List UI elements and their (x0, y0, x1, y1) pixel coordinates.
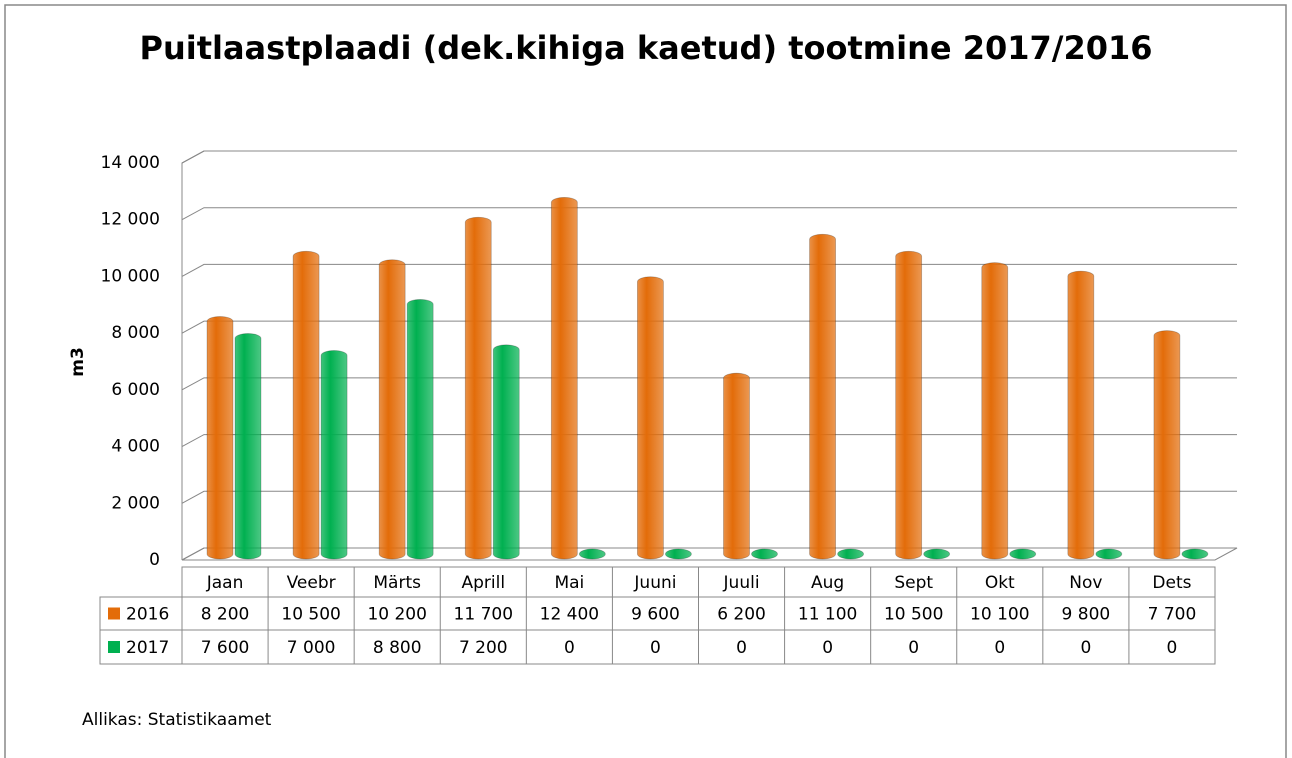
table-value: 0 (1167, 638, 1178, 658)
table-value: 10 100 (970, 605, 1029, 625)
grid-line (181, 547, 1237, 561)
x-tick-label: Märts (373, 573, 421, 593)
x-tick-label: Okt (985, 573, 1015, 593)
y-tick-label: 10 000 (101, 266, 160, 286)
bar (578, 548, 606, 560)
table-value: 7 700 (1148, 605, 1197, 625)
bar (320, 350, 348, 560)
x-tick-label: Mai (554, 573, 584, 593)
y-tick-label: 2 000 (111, 493, 160, 513)
table-value: 11 700 (454, 605, 513, 625)
bar (1067, 270, 1095, 560)
table-value: 0 (994, 638, 1005, 658)
bar (492, 344, 520, 560)
bar (292, 250, 320, 560)
table-value: 8 200 (201, 605, 250, 625)
bar (406, 299, 434, 560)
bar (1153, 330, 1181, 560)
legend-swatch (108, 607, 120, 620)
y-tick-label: 14 000 (101, 153, 160, 173)
x-tick-label: Juuni (633, 573, 676, 593)
table-value: 0 (650, 638, 661, 658)
table-value: 8 800 (373, 638, 422, 658)
table-value: 10 200 (367, 605, 426, 625)
x-tick-label: Jaan (206, 573, 244, 593)
table-value: 0 (822, 638, 833, 658)
grid-line (181, 490, 1237, 504)
grid-line (181, 434, 1237, 448)
grid-line (181, 263, 1237, 277)
bar (378, 259, 406, 560)
grid-line (181, 150, 1237, 164)
x-tick-label: Veebr (287, 573, 336, 593)
x-tick-label: Nov (1069, 573, 1102, 593)
bar (923, 548, 951, 560)
bar (981, 262, 1009, 560)
bar (837, 548, 864, 560)
legend-label: 2017 (126, 638, 169, 658)
chart-title: Puitlaastplaadi (dek.kihiga kaetud) toot… (139, 29, 1152, 67)
table-value: 0 (908, 638, 919, 658)
bar (234, 333, 262, 560)
bar (809, 233, 836, 560)
bar (895, 250, 923, 560)
grid-line (181, 320, 1237, 334)
y-tick-label: 4 000 (111, 437, 160, 457)
bar (637, 276, 664, 560)
bar (550, 196, 578, 560)
table-value: 7 600 (201, 638, 250, 658)
table-value: 11 100 (798, 605, 857, 625)
bar (665, 548, 692, 560)
grid-line (181, 377, 1237, 391)
x-tick-label: Aug (811, 573, 844, 593)
bar (1009, 548, 1037, 560)
bar (464, 216, 492, 560)
table-value: 7 000 (287, 638, 336, 658)
legend-swatch (108, 641, 120, 653)
table-value: 7 200 (459, 638, 508, 658)
table-value: 6 200 (717, 605, 766, 625)
bar (723, 372, 750, 560)
table-value: 10 500 (281, 605, 340, 625)
bar (751, 548, 778, 560)
y-tick-label: 6 000 (111, 380, 160, 400)
y-tick-label: 12 000 (101, 210, 160, 230)
table-value: 12 400 (540, 605, 599, 625)
x-tick-label: Juuli (723, 573, 760, 593)
y-tick-label: 8 000 (111, 323, 160, 343)
table-value: 10 500 (884, 605, 943, 625)
table-value: 0 (736, 638, 747, 658)
table-value: 9 800 (1062, 605, 1111, 625)
source-note: Allikas: Statistikaamet (82, 710, 272, 730)
y-tick-label: 0 (149, 550, 160, 570)
legend-label: 2016 (126, 605, 169, 625)
x-tick-label: Dets (1152, 573, 1191, 593)
y-axis-label: m3 (68, 347, 88, 377)
table-value: 0 (1080, 638, 1091, 658)
bar (1181, 548, 1209, 560)
table-value: 9 600 (631, 605, 680, 625)
grid-line (181, 207, 1237, 221)
bar (1095, 548, 1123, 560)
table-value: 0 (564, 638, 575, 658)
bar (206, 316, 234, 560)
x-tick-label: Aprill (461, 573, 505, 593)
x-tick-label: Sept (894, 573, 933, 593)
